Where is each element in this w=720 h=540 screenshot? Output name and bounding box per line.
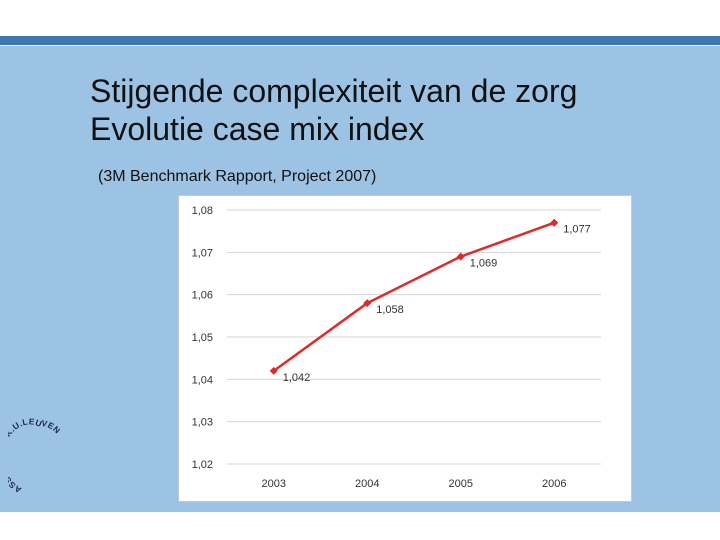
x-tick-label: 2004 <box>355 478 379 490</box>
data-label: 1,058 <box>376 304 404 316</box>
data-point-marker <box>456 252 465 261</box>
data-label: 1,077 <box>563 224 591 236</box>
title-line-2: Evolutie case mix index <box>90 111 425 147</box>
y-tick-label: 1,02 <box>192 459 213 471</box>
series-line <box>273 221 555 372</box>
top-accent-bar <box>0 36 720 45</box>
data-point-marker <box>363 299 372 308</box>
university-seal-logo: ASSOCIATIE K.U.LEUVEN <box>8 418 60 492</box>
title-line-1: Stijgende complexiteit van de zorg <box>90 73 578 109</box>
slide-subtitle: (3M Benchmark Rapport, Project 2007) <box>98 168 377 185</box>
y-tick-label: 1,08 <box>192 205 213 217</box>
data-point-marker <box>550 218 559 227</box>
y-tick-label: 1,06 <box>192 290 213 302</box>
svg-text:ASSOCIATIE K.U.LEUVEN: ASSOCIATIE K.U.LEUVEN <box>8 418 60 492</box>
y-tick-label: 1,03 <box>192 417 213 429</box>
y-tick-label: 1,04 <box>192 374 213 386</box>
data-point-marker <box>269 366 278 375</box>
line-chart: 1,02 1,03 1,04 1,05 1,06 1,07 1,08 2003 2004 2005… <box>192 205 601 490</box>
chart-panel: 1,02 1,03 1,04 1,05 1,06 1,07 1,08 2003 2004 2005… <box>178 195 632 502</box>
data-label: 1,069 <box>470 258 498 270</box>
x-tick-label: 2003 <box>262 478 286 490</box>
slide-title: Stijgende complexiteit van de zorg Evolu… <box>90 72 577 148</box>
y-tick-label: 1,05 <box>192 332 213 344</box>
y-tick-label: 1,07 <box>192 247 213 259</box>
x-tick-label: 2005 <box>449 478 473 490</box>
data-label: 1,042 <box>283 372 311 384</box>
x-tick-label: 2006 <box>542 478 566 490</box>
